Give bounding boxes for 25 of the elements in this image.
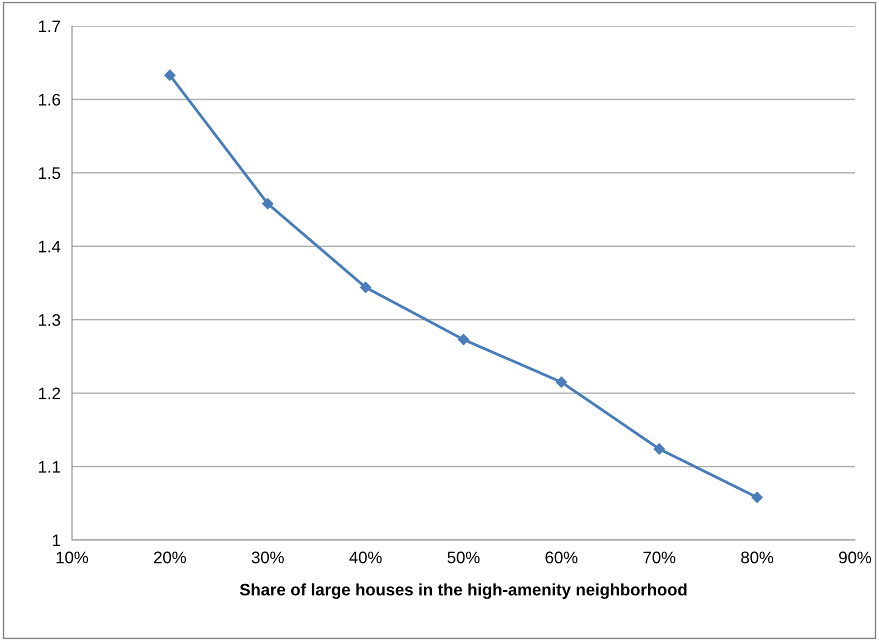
y-tick-label: 1.7: [38, 20, 60, 32]
point: [752, 492, 763, 504]
y-tick-label: 1.4: [38, 240, 60, 252]
point: [360, 282, 372, 294]
y-tick-label: 1: [52, 534, 60, 546]
point: [654, 443, 665, 455]
point: [556, 376, 567, 388]
y-tick-label: 1.6: [38, 94, 60, 106]
x-tick-label: 60%: [546, 552, 578, 564]
x-tick-label: 30%: [252, 552, 284, 564]
x-tick-label: 10%: [56, 552, 88, 564]
point: [458, 334, 470, 346]
point: [164, 70, 176, 81]
x-tick-label: 70%: [643, 552, 676, 564]
y-tick-label: 1.5: [38, 167, 60, 180]
y-tick-label: 1.3: [38, 314, 60, 326]
x-tick-label: 20%: [154, 552, 186, 564]
x-tick-label: 90%: [839, 552, 872, 564]
point: [262, 198, 274, 210]
x-tick-label: 50%: [447, 552, 480, 564]
x-axis-title: Share of large houses in the high-amenity neighborhood: [240, 583, 687, 599]
y-tick-label: 1.1: [38, 461, 60, 473]
x-tick-label: 40%: [349, 552, 382, 564]
y-tick-label: 1.2: [38, 388, 60, 400]
x-tick-label: 80%: [741, 552, 774, 564]
